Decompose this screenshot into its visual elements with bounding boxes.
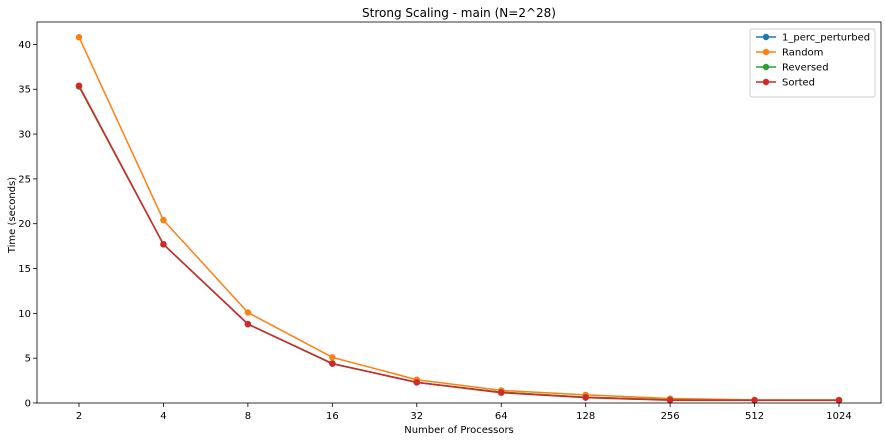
data-point [498, 389, 505, 396]
x-tick-label: 64 [495, 411, 508, 422]
legend-label: Sorted [782, 78, 815, 89]
x-tick-label: 4 [160, 411, 166, 422]
legend-box [749, 28, 876, 98]
x-tick-label: 1024 [826, 411, 851, 422]
x-tick-label: 16 [326, 411, 339, 422]
legend-label: 1_perc_perturbed [782, 33, 870, 44]
plot-area [75, 34, 843, 404]
y-tick-label: 25 [18, 174, 31, 185]
legend-label: Reversed [782, 63, 829, 74]
data-point [329, 360, 336, 367]
legend-marker [762, 78, 770, 86]
y-tick-label: 40 [18, 40, 31, 51]
data-point [75, 82, 83, 89]
series-line-random [78, 36, 839, 401]
data-point [413, 379, 420, 386]
chart-title: Strong Scaling - main (N=2^28) [362, 6, 556, 20]
y-tick-label: 0 [25, 399, 31, 410]
x-tick-label: 128 [576, 411, 595, 422]
y-tick-label: 20 [18, 219, 31, 230]
y-tick-label: 30 [18, 130, 31, 141]
data-point [329, 354, 336, 361]
data-point [75, 34, 83, 41]
plot-frame [36, 21, 882, 404]
legend-marker [762, 48, 770, 56]
data-point [160, 241, 167, 248]
data-point [244, 320, 252, 328]
x-tick-label: 32 [410, 411, 423, 422]
data-point [751, 397, 758, 404]
legend-marker [762, 33, 770, 41]
data-point [244, 309, 252, 316]
legend-label: Random [782, 48, 823, 59]
data-point [582, 394, 589, 401]
x-tick-label: 256 [661, 411, 680, 422]
y-tick-label: 15 [18, 264, 31, 275]
x-axis-label: Number of Processors [404, 425, 514, 436]
data-point [835, 397, 843, 404]
y-axis-label: Time (seconds) [7, 177, 18, 254]
data-point [160, 216, 167, 224]
series-line-sorted [78, 85, 839, 402]
y-tick-label: 35 [18, 85, 31, 96]
data-point [666, 397, 674, 404]
legend-marker [762, 63, 770, 71]
y-tick-label: 10 [18, 309, 31, 320]
y-tick-label: 5 [25, 354, 31, 365]
x-tick-label: 2 [76, 411, 82, 422]
series-line-1-perc-perturbed [78, 86, 839, 402]
x-tick-label: 8 [245, 411, 251, 422]
legend: 1_perc_perturbed Random Reversed Sorted [749, 28, 876, 98]
series-line-reversed [78, 86, 839, 402]
x-tick-label: 512 [745, 411, 764, 422]
